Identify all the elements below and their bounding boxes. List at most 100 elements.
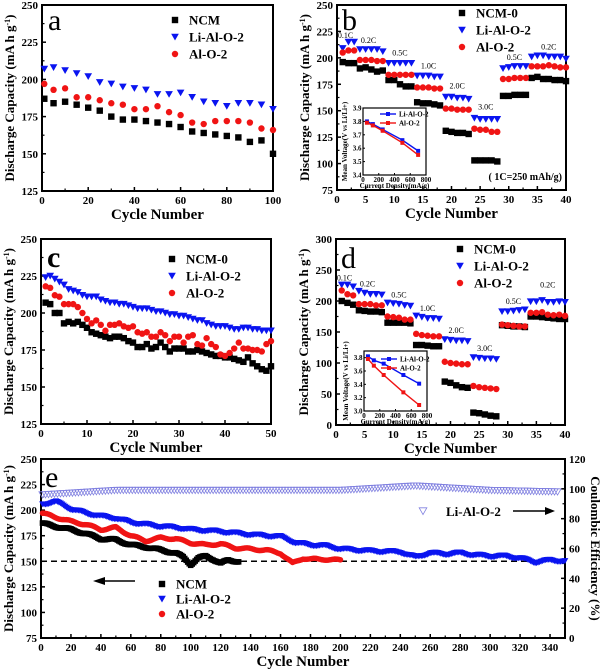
data-point (61, 85, 69, 92)
data-point (92, 293, 101, 301)
legend-marker (168, 289, 176, 297)
x-tick-label: 15 (417, 194, 429, 206)
data-point (95, 79, 104, 86)
y-tick-label: 200 (22, 74, 39, 86)
inset-legend-label: Li-Al-O-2 (399, 111, 429, 119)
legend-marker-ce (418, 507, 428, 516)
data-point (488, 128, 495, 136)
rate-label: 0.5C (391, 290, 406, 299)
data-point (463, 338, 472, 345)
data-point (522, 91, 530, 99)
inset-chart: 0 200 400 600 800 3.0 3.2 3.4 3.6 3.8 Current Dens… (342, 341, 433, 426)
legend-marker (456, 245, 464, 253)
inset-x-tick-label: 0 (362, 412, 366, 420)
x-tick-label: 80 (155, 642, 167, 654)
data-point (344, 38, 353, 46)
legend-label: Li-Al-O-2 (474, 259, 529, 274)
data-point (390, 319, 397, 326)
data-point (153, 91, 162, 98)
data-point (464, 361, 471, 368)
data-point (395, 300, 403, 308)
data-point (412, 312, 420, 320)
y-axis-label-superscript: -1 (297, 253, 306, 260)
data-point (73, 289, 82, 296)
data-point (539, 63, 547, 70)
data-point (487, 412, 494, 419)
data-point (97, 321, 105, 329)
x-tick-label: 60 (125, 642, 137, 654)
data-point (418, 313, 426, 321)
x-tick-label: 320 (512, 642, 529, 654)
rate-label: 0.2C (360, 280, 375, 289)
series-al-o-2 (339, 47, 570, 136)
rate-label: 3.0C (478, 103, 493, 112)
data-point (362, 64, 369, 71)
data-point (223, 117, 230, 125)
y-tick-label: 200 (317, 53, 334, 65)
data-point (539, 75, 547, 83)
data-point (41, 80, 48, 88)
y-tick-label: 150 (22, 149, 39, 161)
inset-legend-marker (386, 112, 390, 116)
data-point (378, 48, 387, 56)
x-tick-label: 50 (266, 428, 278, 440)
inset-y-tick-label: 3.8 (353, 118, 362, 126)
data-point (481, 355, 489, 363)
x-tick-label: 180 (302, 642, 319, 654)
x-tick-label: 100 (182, 642, 199, 654)
data-point (269, 126, 277, 134)
x-tick-label: 20 (65, 642, 77, 654)
data-point (258, 125, 265, 132)
data-point (212, 131, 219, 138)
data-point (481, 384, 489, 391)
data-point (61, 67, 69, 74)
data-point (343, 281, 352, 289)
rate-label: 0.2C (541, 42, 556, 51)
data-point (194, 346, 201, 354)
data-point (143, 329, 150, 336)
legend-label: NCM (189, 13, 220, 28)
data-point (51, 309, 58, 317)
data-point (246, 119, 254, 126)
data-point (50, 275, 59, 283)
data-point (367, 308, 374, 315)
left-arrow-icon (93, 577, 105, 585)
data-point (362, 56, 369, 64)
data-point (511, 74, 518, 82)
data-point (70, 300, 77, 308)
series-li-al-o-2 (338, 38, 570, 123)
legend-label: Al-O-2 (476, 40, 514, 55)
data-point (510, 322, 517, 329)
data-point (436, 85, 444, 92)
data-point (464, 95, 473, 103)
data-point (556, 315, 563, 323)
inset-y-tick-label: 3.2 (354, 394, 363, 402)
data-point (50, 86, 57, 94)
inset-data-point (381, 361, 386, 366)
y-right-tick-label: 40 (569, 573, 581, 585)
data-point (49, 64, 58, 72)
series-ncm-0 (42, 299, 275, 374)
data-point (384, 59, 393, 67)
right-arrow-icon (545, 507, 555, 515)
data-point (355, 300, 363, 308)
data-point (510, 63, 519, 70)
legend-marker (158, 595, 166, 603)
data-point (396, 71, 404, 78)
legend-marker (458, 9, 466, 17)
rate-label: 0.5C (392, 49, 407, 58)
y-axis-label-close: ) (2, 14, 17, 18)
data-point (435, 333, 443, 340)
panel-label: a (48, 4, 61, 37)
y-tick-label: 125 (21, 582, 38, 594)
inset-data-point (364, 120, 369, 125)
data-point (447, 359, 454, 367)
rate-label: 0.2C (361, 36, 376, 45)
legend-label: NCM (176, 577, 207, 592)
legend-marker (158, 580, 166, 588)
data-point (246, 100, 254, 107)
data-point (162, 343, 169, 351)
data-point (419, 100, 427, 107)
data-point (88, 320, 95, 327)
y-tick-label: 75 (322, 185, 334, 197)
